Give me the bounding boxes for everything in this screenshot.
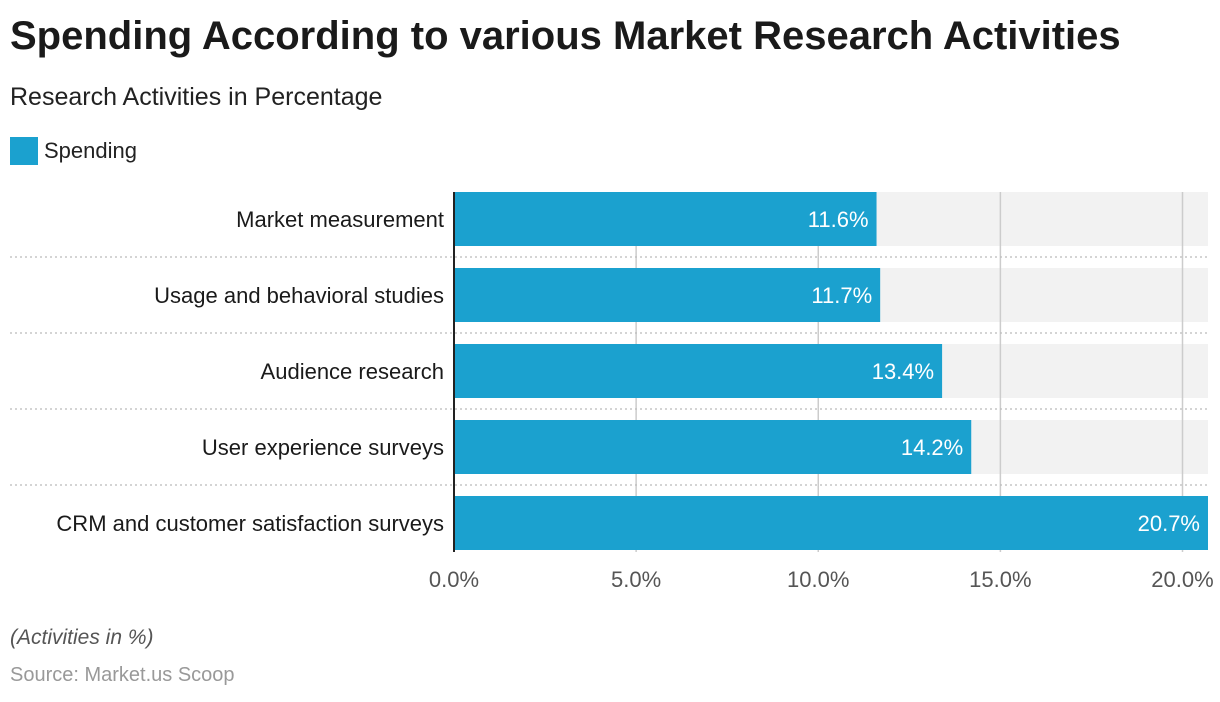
data-label: 13.4% xyxy=(872,359,934,384)
legend-label: Spending xyxy=(44,138,137,163)
chart-subtitle: Research Activities in Percentage xyxy=(10,83,383,111)
footer-source: Source: Market.us Scoop xyxy=(10,664,235,686)
bar xyxy=(454,344,943,398)
x-tick-label: 0.0% xyxy=(429,567,479,592)
bar xyxy=(454,496,1208,550)
x-tick-label: 15.0% xyxy=(969,567,1031,592)
legend-swatch xyxy=(10,137,38,165)
category-label: Market measurement xyxy=(236,207,444,232)
bar xyxy=(454,192,877,246)
chart-title: Spending According to various Market Res… xyxy=(10,14,1121,58)
data-label: 20.7% xyxy=(1138,511,1200,536)
x-tick-label: 10.0% xyxy=(787,567,849,592)
category-label: User experience surveys xyxy=(202,435,444,460)
x-tick-label: 5.0% xyxy=(611,567,661,592)
bar xyxy=(454,268,881,322)
data-label: 14.2% xyxy=(901,435,963,460)
category-label: Audience research xyxy=(261,359,444,384)
data-label: 11.7% xyxy=(811,283,872,308)
legend: Spending xyxy=(10,137,137,165)
category-label: Usage and behavioral studies xyxy=(154,283,444,308)
data-label: 11.6% xyxy=(808,207,869,232)
category-label: CRM and customer satisfaction surveys xyxy=(56,511,444,536)
bar xyxy=(454,420,972,474)
x-tick-label: 20.0% xyxy=(1151,567,1213,592)
footer-note: (Activities in %) xyxy=(10,626,154,649)
